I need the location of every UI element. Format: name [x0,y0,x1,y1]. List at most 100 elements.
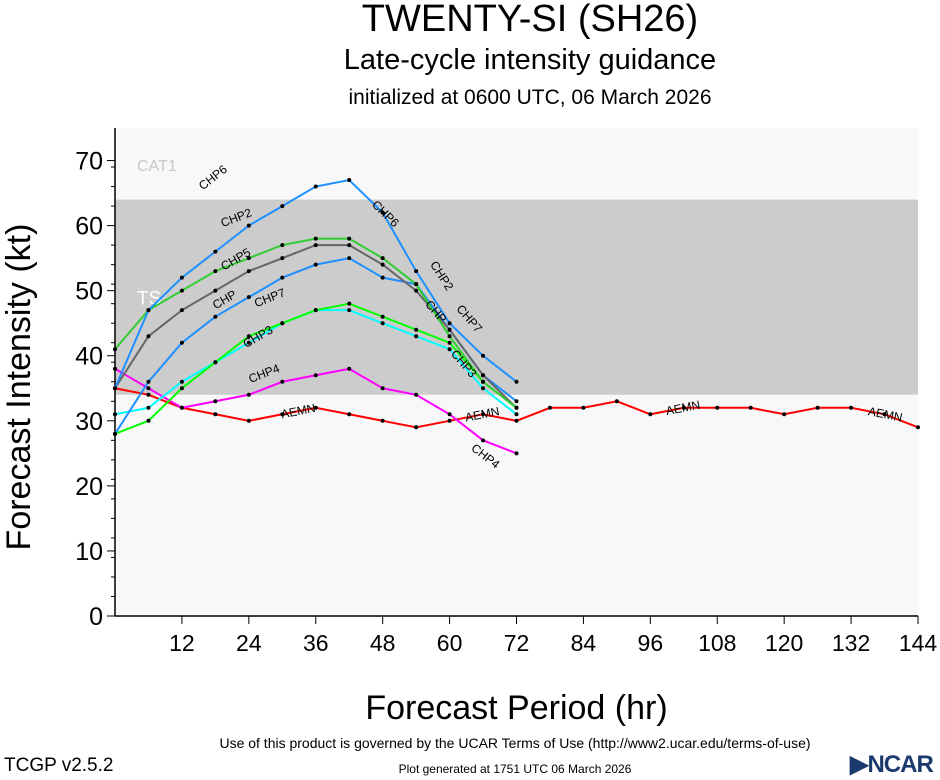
data-point-chp7 [213,360,218,365]
x-tick-label: 84 [571,630,597,656]
data-point-chp6 [179,275,184,280]
data-point-chp2 [280,243,285,248]
y-tick-label: 10 [75,538,103,566]
y-tick-label: 50 [75,278,103,306]
x-tick-label: 72 [504,630,530,656]
data-point-chp3 [146,405,151,410]
data-point-aemn [380,418,385,423]
data-point-chp2 [246,256,251,261]
data-point-chp3 [113,412,117,417]
data-point-chp5 [246,295,251,300]
data-point-chp [280,256,285,261]
data-point-aemn [547,405,552,410]
data-point-chp4 [179,405,184,410]
data-point-aemn [146,392,151,397]
series-label-aemn: AEMN [280,401,317,421]
data-point-chp4 [447,412,452,417]
x-tick-label: 144 [899,630,938,656]
data-point-chp4 [146,386,151,391]
data-point-chp5 [280,275,285,280]
data-point-chp6 [246,223,251,228]
data-point-aemn [213,412,218,417]
data-point-aemn [246,418,251,423]
data-point-chp2 [313,236,318,241]
data-point-chp4 [481,438,486,443]
x-tick-label: 120 [765,630,803,656]
data-point-aemn [414,425,419,430]
data-point-chp7 [246,334,251,339]
data-point-chp [179,308,184,313]
ncar-logo-text: NCAR [867,751,933,778]
y-tick-label: 30 [75,408,103,436]
data-point-aemn [815,405,820,410]
data-point-chp3 [447,347,452,352]
data-point-chp2 [213,269,218,274]
data-point-chp4 [313,373,318,378]
data-point-chp6 [380,210,385,215]
data-point-chp [380,262,385,267]
y-tick-label: 40 [75,343,103,371]
data-point-chp7 [179,386,184,391]
data-point-chp5 [146,379,151,384]
data-point-chp4 [113,366,117,371]
version-label: TCGP v2.5.2 [4,755,114,776]
data-point-chp4 [514,451,519,456]
data-point-chp [213,288,218,293]
data-point-chp7 [146,418,151,423]
y-tick-label: 20 [75,473,103,501]
data-point-chp5 [113,431,117,436]
data-point-chp [313,243,318,248]
x-axis-label: Forecast Period (hr) [365,689,667,727]
data-point-aemn [280,412,285,417]
data-point-chp4 [213,399,218,404]
data-point-chp7 [414,327,419,332]
data-point-chp3 [246,340,251,345]
x-tick-label: 24 [236,630,262,656]
data-point-aemn [916,425,920,430]
data-point-chp5 [380,275,385,280]
data-point-aemn [481,412,486,417]
data-point-chp6 [113,386,117,391]
data-point-chp6 [514,379,519,384]
generated-time: Plot generated at 1751 UTC 06 March 2026 [398,762,632,776]
ncar-logo: ▶NCAR [850,751,934,778]
series-label-aemn: AEMN [867,404,904,424]
data-point-chp5 [213,314,218,319]
data-point-chp6 [213,249,218,254]
data-point-chp6 [414,269,419,274]
data-point-chp [146,334,151,339]
y-tick-label: 70 [75,148,103,176]
chart-subtitle: Late-cycle intensity guidance [343,44,717,76]
data-point-chp7 [380,314,385,319]
x-tick-label: 132 [832,630,870,656]
band-label-cat1: CAT1 [137,158,177,175]
x-tick-label: 48 [370,630,396,656]
data-point-aemn [715,405,720,410]
data-point-chp6 [313,184,318,189]
terms-of-use: Use of this product is governed by the U… [219,735,811,751]
y-tick-label: 0 [89,603,103,631]
data-point-chp3 [380,321,385,326]
data-point-chp3 [514,412,519,417]
data-point-chp2 [481,379,486,384]
data-point-chp2 [414,282,419,287]
data-point-chp2 [447,334,452,339]
data-point-aemn [849,405,854,410]
data-point-chp3 [179,379,184,384]
data-point-chp6 [447,321,452,326]
y-axis-label: Forecast Intensity (kt) [0,224,38,551]
data-point-chp [481,373,486,378]
data-point-chp7 [280,321,285,326]
data-point-chp7 [313,308,318,313]
data-point-chp4 [347,366,352,371]
series-label-aemn: AEMN [665,398,702,418]
data-point-chp5 [514,399,519,404]
data-point-chp4 [246,392,251,397]
data-point-chp2 [514,405,519,410]
data-point-chp4 [380,386,385,391]
data-point-chp2 [380,256,385,261]
init-time: initialized at 0600 UTC, 06 March 2026 [348,86,712,109]
x-tick-label: 36 [303,630,329,656]
data-point-chp7 [447,340,452,345]
data-point-chp [447,327,452,332]
